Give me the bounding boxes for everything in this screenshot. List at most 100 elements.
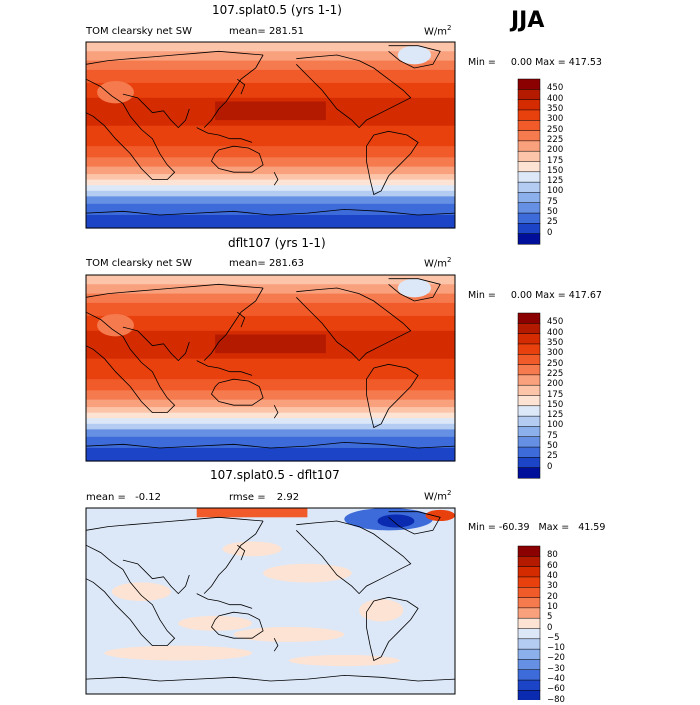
panel1-band-12 bbox=[86, 185, 455, 192]
panel1-mean-label: mean= bbox=[229, 26, 266, 37]
panel3-coastline-11 bbox=[85, 674, 456, 682]
panel2-colorbar-swatch-8 bbox=[517, 395, 541, 407]
panel3-colorbar-label-0: 80 bbox=[547, 550, 558, 561]
panel2-colorbar-swatch-3 bbox=[517, 343, 541, 355]
panel2-colorbar-swatch-15 bbox=[517, 467, 541, 479]
panel2-mean-label: mean= bbox=[229, 258, 266, 269]
panel2-colorbar-swatch-12 bbox=[517, 436, 541, 448]
panel2-colorbar-label-5: 225 bbox=[547, 368, 564, 379]
panel1-coastline-6 bbox=[211, 145, 264, 173]
panel1-coastline-2 bbox=[85, 50, 264, 65]
panel1-greenland-ice bbox=[397, 45, 432, 65]
panel1-band-3 bbox=[86, 69, 455, 84]
panel3-coastline-10 bbox=[365, 596, 419, 662]
panel2-colorbar-label-12: 50 bbox=[547, 441, 558, 452]
panel3-mean-value: -0.12 bbox=[135, 492, 161, 503]
panel1-colorbar-swatch-10 bbox=[517, 181, 541, 193]
panel3-colorbar-swatch-3 bbox=[517, 576, 541, 588]
panel2-band-0 bbox=[86, 275, 455, 285]
panel2-colorbar-swatch-9 bbox=[517, 405, 541, 417]
panel1-band-15 bbox=[86, 203, 455, 216]
panel2-coastline-4 bbox=[237, 311, 246, 328]
panel2-colorbar-swatch-10 bbox=[517, 415, 541, 427]
panel3-colorbar-swatch-4 bbox=[517, 587, 541, 599]
panel2-min-label: Min = bbox=[468, 290, 496, 301]
panel3-title: 107.splat0.5 - dflt107 bbox=[210, 468, 340, 482]
panel1-colorbar-swatch-14 bbox=[517, 223, 541, 235]
panel3-coastline-2 bbox=[85, 516, 264, 531]
panel2-band-6 bbox=[86, 358, 455, 380]
panel3-colorbar-swatch-0 bbox=[517, 545, 541, 557]
panel1-colorbar-swatch-0 bbox=[517, 78, 541, 90]
panel3-positive-patch-1 bbox=[178, 615, 253, 631]
panel2-colorbar bbox=[517, 312, 541, 479]
panel3-coastline-0 bbox=[85, 544, 176, 646]
panel3-map bbox=[85, 507, 456, 695]
panel1-title: 107.splat0.5 (yrs 1-1) bbox=[212, 3, 342, 17]
panel1-coastline-5 bbox=[196, 127, 253, 143]
panel1-colorbar-label-6: 200 bbox=[547, 145, 564, 156]
panel2-colorbar-label-4: 250 bbox=[547, 358, 564, 369]
panel2-variable: TOM clearsky net SW bbox=[86, 258, 193, 269]
panel2-title: dflt107 (yrs 1-1) bbox=[228, 236, 326, 250]
panel1-colorbar-label-13: 25 bbox=[547, 217, 558, 228]
panel3-max-value: 41.59 bbox=[578, 522, 606, 533]
panel3-colorbar-swatch-6 bbox=[517, 607, 541, 619]
panel2-colorbar-label-2: 350 bbox=[547, 337, 564, 348]
panel3-coastline-6 bbox=[211, 611, 264, 639]
panel2-coastline-8 bbox=[296, 287, 412, 362]
panel2-colorbar-swatch-2 bbox=[517, 333, 541, 345]
panel3-units: W/m2 bbox=[424, 489, 451, 502]
panel3-colorbar-label-12: −40 bbox=[547, 674, 565, 685]
panel1-coastline-11 bbox=[85, 208, 456, 216]
panel2-colorbar-swatch-11 bbox=[517, 426, 541, 438]
panel3-colorbar-label-13: −60 bbox=[547, 684, 565, 695]
panel2-colorbar-swatch-1 bbox=[517, 323, 541, 335]
panel2-pacific-max bbox=[215, 334, 326, 354]
panel1-mean: mean= 281.51 bbox=[229, 26, 304, 37]
panel3-colorbar-label-5: 10 bbox=[547, 601, 558, 612]
panel2-minmax: Min = 0.00 Max = 417.67 bbox=[468, 290, 602, 301]
panel1-max-label: Max = bbox=[535, 57, 566, 68]
panel2-band-10 bbox=[86, 407, 455, 414]
panel2-colorbar-swatch-13 bbox=[517, 446, 541, 458]
panel3-colorbar-label-4: 20 bbox=[547, 591, 558, 602]
panel3-colorbar-swatch-7 bbox=[517, 617, 541, 630]
panel3-coastline-5 bbox=[196, 593, 253, 609]
panel2-band-3 bbox=[86, 302, 455, 317]
panel3-coastline-1 bbox=[122, 559, 190, 595]
panel1-colorbar-swatch-9 bbox=[517, 171, 541, 183]
panel3-arctic-positive-east bbox=[425, 509, 455, 522]
panel3-map-frame bbox=[85, 507, 456, 695]
panel2-units-base: W/m bbox=[424, 258, 447, 270]
panel2-min-value: 0.00 bbox=[510, 290, 533, 301]
panel2-coastline-1 bbox=[122, 326, 190, 362]
panel1-colorbar-swatch-13 bbox=[517, 212, 541, 224]
panel3-coastline-9 bbox=[388, 511, 441, 535]
panel3-positive-patch-6 bbox=[222, 541, 282, 557]
panel1-colorbar-label-4: 250 bbox=[547, 124, 564, 135]
panel1-band-1 bbox=[86, 51, 455, 62]
panel2-colorbar-label-11: 75 bbox=[547, 430, 558, 441]
panel1-colorbar-swatch-6 bbox=[517, 140, 541, 152]
panel2-colorbar-label-8: 150 bbox=[547, 399, 564, 410]
panel2-band-7 bbox=[86, 379, 455, 391]
season-label: JJA bbox=[511, 8, 545, 33]
panel1-coastline-3 bbox=[203, 54, 264, 128]
panel2-coastline-10 bbox=[365, 363, 419, 429]
panel3-colorbar-label-8: −5 bbox=[547, 632, 560, 643]
panel1-band-4 bbox=[86, 82, 455, 99]
panel3-positive-patch-2 bbox=[263, 563, 352, 583]
panel2-colorbar-swatch-5 bbox=[517, 364, 541, 376]
panel2-coastline-11 bbox=[85, 441, 456, 449]
panel1-colorbar-swatch-11 bbox=[517, 192, 541, 204]
panel1-min-value: 0.00 bbox=[510, 57, 533, 68]
panel1-colorbar-label-11: 75 bbox=[547, 196, 558, 207]
panel1-colorbar-swatch-1 bbox=[517, 89, 541, 101]
panel2-coastline-0 bbox=[85, 311, 176, 414]
panel1-map bbox=[85, 41, 456, 229]
panel2-max-label: Max = bbox=[535, 290, 566, 301]
panel3-coastline-3 bbox=[203, 520, 264, 594]
panel1-colorbar-swatch-3 bbox=[517, 109, 541, 121]
panel3-colorbar-swatch-5 bbox=[517, 597, 541, 609]
